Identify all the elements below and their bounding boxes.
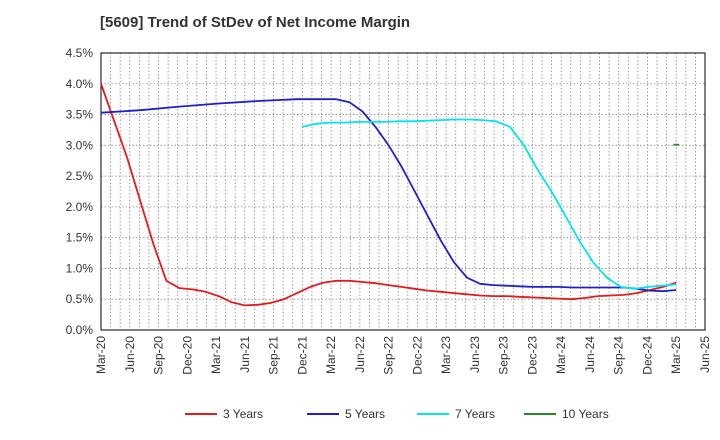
y-tick-label: 4.5% xyxy=(66,46,94,60)
x-tick-label: Sep-20 xyxy=(152,336,166,375)
y-tick-label: 4.0% xyxy=(66,77,94,91)
y-tick-label: 2.5% xyxy=(66,169,94,183)
x-tick-label: Mar-21 xyxy=(209,336,223,374)
y-tick-label: 3.5% xyxy=(66,108,94,122)
x-tick-label: Jun-24 xyxy=(583,336,597,373)
x-tick-label: Jun-23 xyxy=(468,336,482,373)
legend-label: 3 Years xyxy=(223,407,263,421)
y-tick-label: 1.5% xyxy=(66,231,94,245)
x-tick-label: Sep-24 xyxy=(612,336,626,375)
x-tick-label: Jun-22 xyxy=(353,336,367,373)
plot-frame xyxy=(100,52,706,331)
legend-label: 7 Years xyxy=(455,407,495,421)
x-tick-label: Mar-24 xyxy=(554,336,568,374)
y-tick-label: 0.0% xyxy=(66,323,94,337)
x-tick-label: Mar-20 xyxy=(94,336,108,374)
series-line xyxy=(100,83,677,307)
x-tick-label: Mar-23 xyxy=(439,336,453,374)
x-tick-label: Sep-23 xyxy=(497,336,511,375)
x-tick-label: Mar-22 xyxy=(324,336,338,374)
x-tick-label: Sep-21 xyxy=(267,336,281,375)
legend-label: 10 Years xyxy=(562,407,609,421)
x-tick-label: Jun-25 xyxy=(698,336,712,373)
y-tick-label: 0.5% xyxy=(66,292,94,306)
y-tick-label: 2.0% xyxy=(66,200,94,214)
chart-title: [5609] Trend of StDev of Net Income Marg… xyxy=(100,14,411,31)
x-tick-label: Dec-22 xyxy=(410,336,424,375)
x-tick-label: Dec-21 xyxy=(295,336,309,375)
legend-label: 5 Years xyxy=(345,407,385,421)
x-tick-label: Dec-23 xyxy=(525,336,539,375)
series-line xyxy=(302,118,677,290)
y-tick-label: 1.0% xyxy=(66,261,94,275)
x-tick-label: Dec-20 xyxy=(180,336,194,375)
x-tick-label: Mar-25 xyxy=(669,336,683,374)
y-tick-label: 3.0% xyxy=(66,138,94,152)
x-tick-label: Dec-24 xyxy=(640,336,654,375)
x-tick-label: Jun-21 xyxy=(238,336,252,373)
series-line xyxy=(100,98,677,293)
x-tick-label: Sep-22 xyxy=(382,336,396,375)
x-tick-label: Jun-20 xyxy=(123,336,137,373)
plot-area xyxy=(101,53,705,330)
